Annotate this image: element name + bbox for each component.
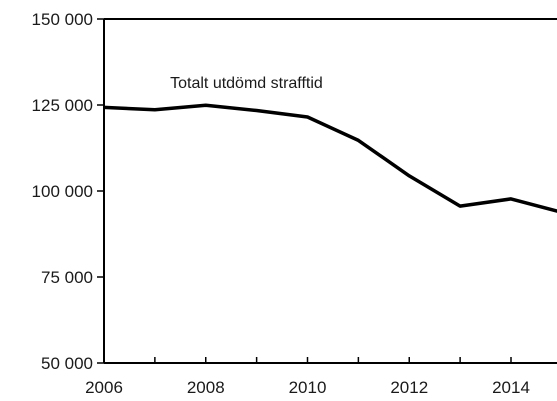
x-tick-label: 2010 bbox=[289, 378, 327, 397]
x-tick-label: 2008 bbox=[187, 378, 225, 397]
x-axis: 2006 2008 2010 2012 2014 bbox=[85, 357, 557, 397]
y-tick-label: 50 000 bbox=[41, 354, 93, 373]
y-tick-label: 75 000 bbox=[41, 268, 93, 287]
y-tick-label: 125 000 bbox=[32, 96, 93, 115]
y-tick-label: 150 000 bbox=[32, 10, 93, 29]
y-tick-label: 100 000 bbox=[32, 182, 93, 201]
annotation-layer: Totalt utdömd strafftid bbox=[170, 75, 323, 92]
x-tick-label: 2014 bbox=[492, 378, 530, 397]
x-tick-label: 2006 bbox=[85, 378, 123, 397]
x-tick-label: 2012 bbox=[390, 378, 428, 397]
y-axis: 50 000 75 000 100 000 125 000 150 000 bbox=[32, 10, 557, 373]
series-line bbox=[103, 103, 557, 213]
series-annotation: Totalt utdömd strafftid bbox=[170, 75, 323, 92]
series-layer bbox=[103, 103, 557, 213]
